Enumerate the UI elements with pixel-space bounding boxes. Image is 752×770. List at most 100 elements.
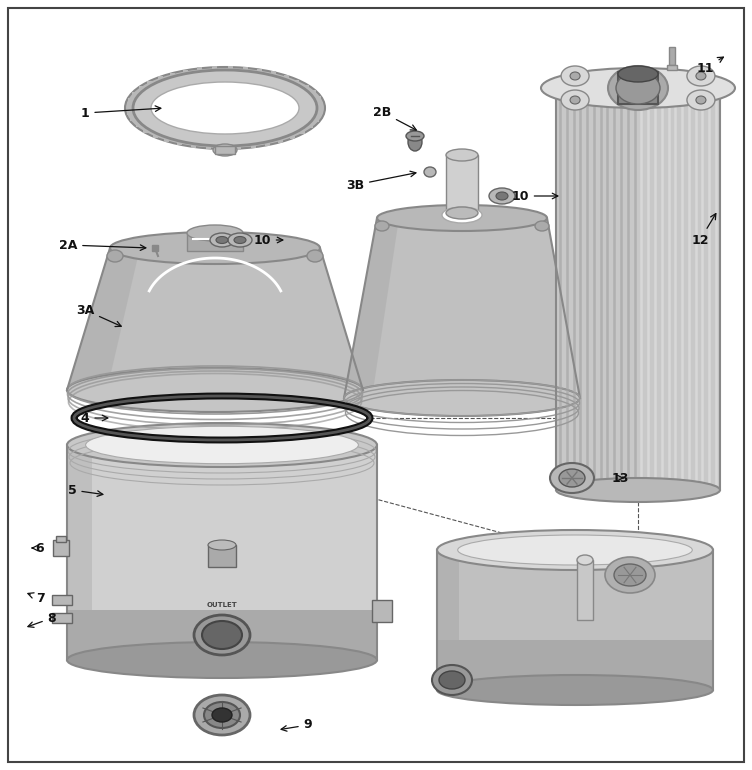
Polygon shape xyxy=(344,218,580,398)
Ellipse shape xyxy=(133,70,317,146)
Ellipse shape xyxy=(559,469,585,487)
Bar xyxy=(243,67,247,71)
Ellipse shape xyxy=(696,96,706,104)
Ellipse shape xyxy=(204,702,240,728)
Ellipse shape xyxy=(570,72,580,80)
Ellipse shape xyxy=(687,66,715,86)
Bar xyxy=(215,146,235,154)
Ellipse shape xyxy=(234,236,246,243)
Bar xyxy=(304,85,308,89)
Ellipse shape xyxy=(437,675,713,705)
Bar xyxy=(170,72,174,76)
Ellipse shape xyxy=(107,250,123,262)
Ellipse shape xyxy=(577,555,593,565)
Ellipse shape xyxy=(377,205,547,231)
Ellipse shape xyxy=(208,540,236,550)
Ellipse shape xyxy=(194,615,250,655)
Bar xyxy=(52,613,72,623)
Bar xyxy=(316,96,320,100)
Text: 6: 6 xyxy=(32,541,44,554)
Ellipse shape xyxy=(696,72,706,80)
Ellipse shape xyxy=(605,557,655,593)
Text: 4: 4 xyxy=(80,411,108,424)
Bar xyxy=(271,72,276,75)
Ellipse shape xyxy=(406,131,424,141)
Ellipse shape xyxy=(67,642,377,678)
Polygon shape xyxy=(437,550,713,690)
Ellipse shape xyxy=(489,188,515,204)
Text: 8: 8 xyxy=(28,611,56,628)
Ellipse shape xyxy=(446,149,478,161)
Bar xyxy=(236,146,241,149)
Bar xyxy=(300,129,305,134)
Text: 1: 1 xyxy=(80,105,161,119)
Text: 5: 5 xyxy=(68,484,103,497)
Ellipse shape xyxy=(608,66,668,110)
Ellipse shape xyxy=(458,535,693,565)
Bar xyxy=(265,142,270,146)
Ellipse shape xyxy=(442,207,482,223)
Text: 7: 7 xyxy=(28,591,44,604)
Bar xyxy=(205,146,211,149)
Text: OUTLET: OUTLET xyxy=(207,602,238,608)
Ellipse shape xyxy=(213,144,237,156)
Bar xyxy=(212,66,217,70)
Bar xyxy=(139,86,144,90)
Ellipse shape xyxy=(618,66,658,82)
Ellipse shape xyxy=(561,66,589,86)
Bar xyxy=(132,92,138,96)
Ellipse shape xyxy=(212,708,232,722)
Ellipse shape xyxy=(202,621,242,649)
Text: 13: 13 xyxy=(611,471,629,484)
Ellipse shape xyxy=(424,167,436,177)
Bar xyxy=(198,68,202,72)
Ellipse shape xyxy=(125,67,325,149)
Bar xyxy=(251,144,256,148)
Ellipse shape xyxy=(375,221,389,231)
Ellipse shape xyxy=(187,225,243,241)
Ellipse shape xyxy=(432,665,472,695)
Bar xyxy=(143,129,148,132)
Ellipse shape xyxy=(561,90,589,110)
Bar xyxy=(127,111,132,115)
Text: 3B: 3B xyxy=(346,171,416,192)
Ellipse shape xyxy=(67,368,363,412)
Polygon shape xyxy=(67,610,377,660)
Ellipse shape xyxy=(556,478,720,502)
Bar xyxy=(372,600,392,622)
Bar xyxy=(191,144,196,148)
Bar xyxy=(278,139,283,142)
Bar xyxy=(221,146,226,150)
Ellipse shape xyxy=(437,530,713,570)
Text: 2A: 2A xyxy=(59,239,146,252)
Bar xyxy=(319,106,323,110)
Polygon shape xyxy=(67,445,377,660)
Bar xyxy=(130,117,135,121)
Bar xyxy=(295,79,299,83)
Bar xyxy=(52,595,72,605)
Bar xyxy=(618,72,658,104)
Ellipse shape xyxy=(616,72,660,104)
Polygon shape xyxy=(437,640,713,690)
Polygon shape xyxy=(437,550,459,690)
Bar xyxy=(183,69,188,73)
Bar xyxy=(577,560,593,620)
Text: 9: 9 xyxy=(281,718,312,732)
Bar xyxy=(187,233,243,251)
Ellipse shape xyxy=(439,671,465,689)
Ellipse shape xyxy=(228,233,252,247)
Ellipse shape xyxy=(535,221,549,231)
Polygon shape xyxy=(67,248,140,390)
Text: 10: 10 xyxy=(511,189,558,203)
Polygon shape xyxy=(446,155,478,213)
Polygon shape xyxy=(67,445,92,660)
Ellipse shape xyxy=(408,133,422,151)
Bar xyxy=(53,540,69,556)
Ellipse shape xyxy=(210,233,234,247)
Polygon shape xyxy=(556,90,720,490)
Bar xyxy=(257,69,262,72)
Bar xyxy=(208,545,236,567)
Ellipse shape xyxy=(550,463,594,493)
Bar xyxy=(314,119,319,122)
Ellipse shape xyxy=(216,236,228,243)
